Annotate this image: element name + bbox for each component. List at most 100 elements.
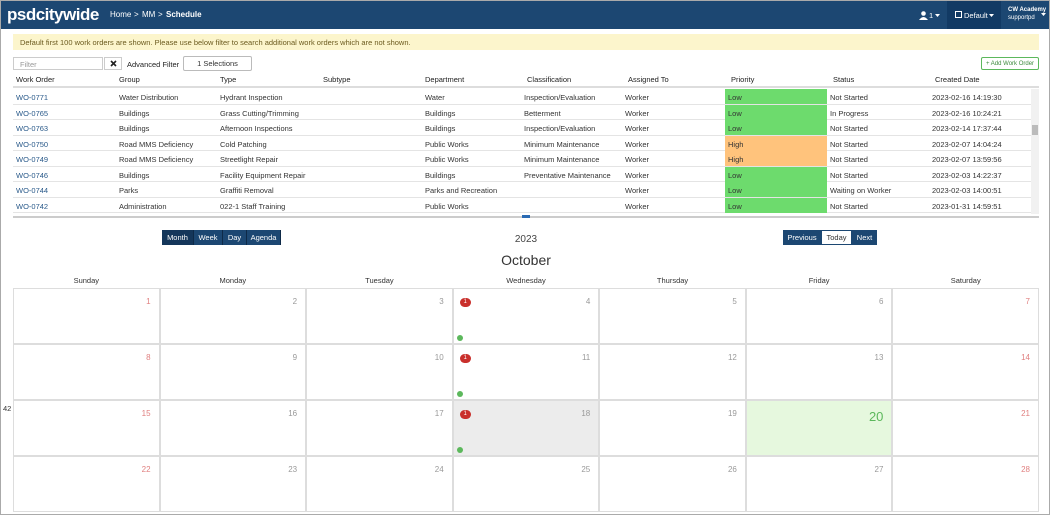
table-row[interactable]: WO-0742 Administration 022-1 Staff Trainin… (13, 197, 1031, 213)
column-header[interactable]: Department (425, 75, 465, 84)
advanced-filter-label[interactable]: Advanced Filter (127, 60, 180, 69)
table-cell: 2023-02-03 14:22:37 (932, 170, 1002, 180)
table-row[interactable]: WO-0750 Road MMS Deficiency Cold Patching P… (13, 135, 1031, 151)
day-cell[interactable]: 2 (159, 288, 307, 344)
clear-filter-button[interactable] (104, 57, 122, 70)
day-cell[interactable]: 14 (892, 344, 1039, 400)
day-cell[interactable]: 5 (599, 288, 746, 344)
day-cell[interactable]: 24 (306, 456, 453, 512)
day-cell[interactable]: 27 (745, 456, 893, 512)
column-header[interactable]: Classification (527, 75, 572, 84)
profile-button[interactable]: Default (947, 1, 1001, 29)
day-cell[interactable]: 8 (13, 344, 160, 400)
day-number: 8 (146, 353, 151, 362)
column-header[interactable]: Subtype (323, 75, 351, 84)
view-button[interactable]: Agenda (247, 230, 281, 245)
work-order-id[interactable]: WO-0763 (16, 124, 49, 133)
event-dot[interactable] (456, 447, 463, 453)
table-row[interactable]: WO-0765 Buildings Grass Cutting/Trimming Bu… (13, 104, 1031, 120)
day-cell[interactable]: 23 (159, 456, 307, 512)
logo[interactable]: psdcitywide (7, 5, 99, 24)
table-cell: Not Started (830, 201, 868, 211)
table-cell: 2023-01-31 14:59:51 (932, 201, 1002, 211)
table-row[interactable]: WO-0771 Water Distribution Hydrant Inspect… (13, 89, 1031, 105)
view-button[interactable]: Week (194, 230, 223, 245)
work-order-id[interactable]: WO-0744 (16, 186, 49, 195)
day-number: 10 (434, 353, 444, 362)
breadcrumb-mm[interactable]: MM (142, 10, 156, 19)
scroll-thumb[interactable] (1032, 125, 1038, 135)
user-icon[interactable] (919, 11, 928, 20)
table-row[interactable]: WO-0749 Road MMS Deficiency Streetlight Re… (13, 151, 1031, 167)
user-count[interactable]: 1 (929, 11, 934, 20)
day-cell[interactable]: 12 (599, 344, 746, 400)
view-button[interactable]: Month (162, 230, 194, 245)
add-work-order-button[interactable]: + Add Work Order (981, 57, 1039, 70)
day-number: 14 (1021, 353, 1030, 362)
day-cell[interactable]: 13 (745, 344, 893, 400)
breadcrumb-home[interactable]: Home (110, 10, 132, 19)
day-number: 12 (727, 353, 737, 362)
table-row[interactable]: WO-0763 Buildings Afternoon Inspections Bui… (13, 120, 1031, 136)
day-cell[interactable]: 21 (892, 400, 1039, 456)
table-row[interactable]: WO-0744 Parks Graffiti Removal Parks and Re… (13, 182, 1031, 198)
event-badge[interactable]: 1 (459, 410, 471, 419)
day-cell[interactable]: 15 (13, 400, 160, 456)
nav-button[interactable]: Previous (783, 230, 821, 245)
day-cell[interactable]: 9 (159, 344, 307, 400)
scrollbar[interactable] (1031, 89, 1039, 214)
day-cell[interactable]: 10 (306, 344, 453, 400)
day-cell[interactable]: 3 (306, 288, 453, 344)
day-cell[interactable]: 11 1 (452, 344, 600, 400)
day-cell[interactable]: 16 (159, 400, 307, 456)
work-order-id[interactable]: WO-0771 (16, 93, 49, 102)
nav-button[interactable]: Today (821, 230, 852, 245)
day-cell[interactable]: 19 (599, 400, 746, 456)
column-header[interactable]: Assigned To (628, 75, 669, 84)
column-header[interactable]: Work Order (16, 75, 55, 84)
column-header[interactable]: Type (220, 75, 237, 84)
day-cell[interactable]: 26 (599, 456, 746, 512)
work-order-id[interactable]: WO-0749 (16, 155, 49, 164)
day-cell[interactable]: 18 1 (452, 400, 600, 456)
resize-handle[interactable] (522, 215, 530, 218)
day-number: 1 (146, 297, 151, 306)
work-order-id[interactable]: WO-0750 (16, 139, 49, 149)
work-order-id[interactable]: WO-0765 (16, 108, 49, 118)
table-cell: Road MMS Deficiency (119, 139, 194, 149)
account-name[interactable]: CW Academy (1008, 7, 1047, 13)
table-cell: Cold Patching (220, 139, 267, 149)
column-header[interactable]: Status (833, 75, 855, 84)
nav-button[interactable]: Next (852, 230, 877, 245)
table-row[interactable]: WO-0746 Buildings Facility Equipment Repai… (13, 166, 1031, 182)
view-button[interactable]: Day (223, 230, 247, 245)
day-cell[interactable]: 28 (892, 456, 1039, 512)
filter-input[interactable]: Filter (13, 57, 103, 70)
column-header[interactable]: Priority (731, 75, 755, 84)
work-order-id[interactable]: WO-0742 (16, 201, 49, 211)
work-order-id[interactable]: WO-0746 (16, 170, 49, 180)
day-cell[interactable]: 25 (452, 456, 600, 512)
day-cell[interactable]: 7 (892, 288, 1039, 344)
caret (1041, 13, 1046, 16)
table-cell: Public Works (425, 201, 469, 211)
day-cell[interactable]: 1 (13, 288, 160, 344)
table-cell: Administration (119, 201, 167, 211)
day-cell[interactable]: 22 (13, 456, 160, 512)
caret (935, 14, 940, 17)
separator: > (134, 10, 139, 19)
profile-label: Default (964, 11, 988, 20)
event-badge[interactable]: 1 (459, 298, 471, 307)
selections-button[interactable]: 1 Selections (183, 56, 252, 71)
day-cell[interactable]: 6 (745, 288, 893, 344)
priority-cell (725, 182, 827, 197)
day-cell[interactable]: 20 (745, 400, 893, 456)
event-dot[interactable] (456, 391, 463, 397)
day-cell[interactable]: 17 (306, 400, 453, 456)
event-badge[interactable]: 1 (459, 354, 471, 363)
column-header[interactable]: Group (119, 75, 140, 84)
account-user[interactable]: supportpd (1008, 15, 1035, 21)
column-header[interactable]: Created Date (935, 75, 980, 84)
event-dot[interactable] (456, 335, 463, 341)
